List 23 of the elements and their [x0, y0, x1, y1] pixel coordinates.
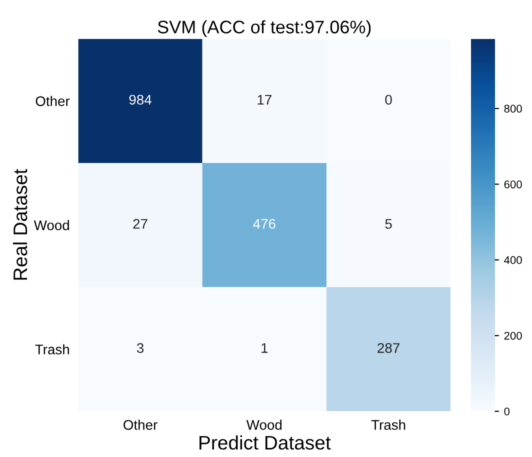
y-tick-label: Trash	[35, 344, 69, 354]
x-tick-label: Wood	[246, 420, 282, 430]
data-label: 27	[133, 218, 148, 229]
data-label: 476	[253, 218, 276, 229]
color-bar-label: 400	[504, 256, 522, 264]
data-label: 0	[385, 94, 392, 105]
x-tick-label: Trash	[371, 420, 406, 430]
y-axis-title: Real Dataset	[12, 169, 28, 280]
x-tick-label: Other	[124, 420, 158, 430]
data-label: 17	[258, 94, 272, 105]
x-axis-title: Predict Dataset	[200, 435, 331, 450]
color-bar-label: 200	[504, 332, 522, 340]
data-label: 1	[262, 343, 268, 353]
chart-title: SVM (ACC of test:97.06%)	[158, 20, 371, 38]
color-bar-label: 800	[504, 104, 522, 113]
data-label: 984	[129, 94, 152, 105]
y-tick-label: Wood	[34, 220, 69, 230]
y-tick-label: Other	[36, 96, 70, 106]
data-label: 287	[378, 343, 400, 353]
data-label: 5	[385, 219, 392, 229]
data-label: 3	[136, 343, 144, 353]
color-bar-label: 600	[504, 180, 522, 188]
color-bar-label: 0	[504, 408, 510, 416]
